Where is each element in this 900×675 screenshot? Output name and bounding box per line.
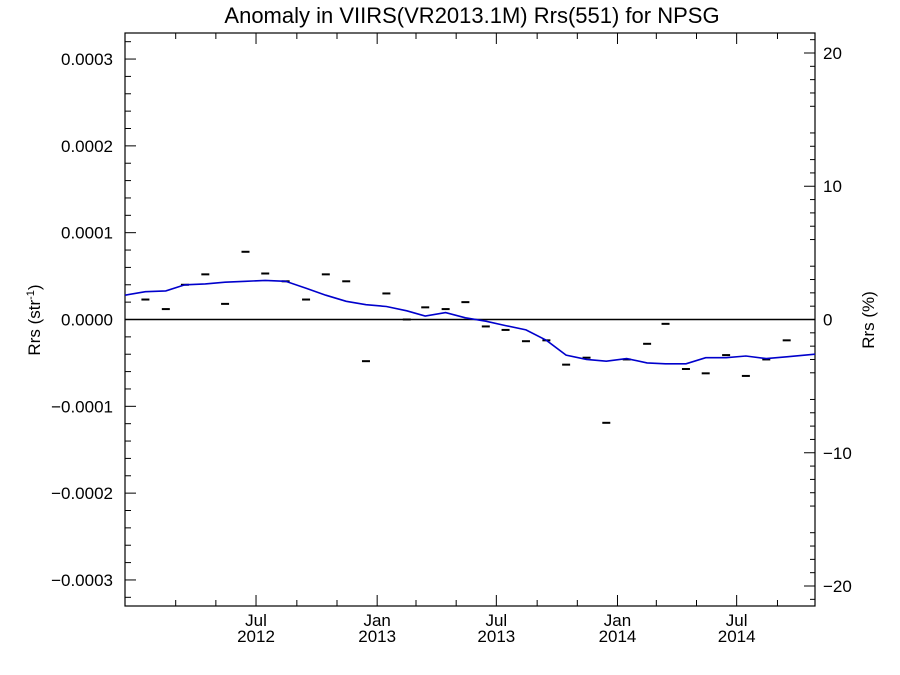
y-right-tick-label: 10 — [823, 177, 842, 196]
x-tick-label-month: Jul — [485, 611, 507, 630]
y-right-tick-label: −20 — [823, 577, 852, 596]
y-left-tick-label: 0.0002 — [61, 137, 113, 156]
y-axis-right-title: Rrs (%) — [859, 291, 878, 349]
chart-title: Anomaly in VIIRS(VR2013.1M) Rrs(551) for… — [224, 3, 719, 28]
y-left-tick-label: −0.0003 — [51, 571, 113, 590]
y-left-tick-label: −0.0001 — [51, 397, 113, 416]
x-tick-label-year: 2014 — [718, 627, 756, 646]
y-right-tick-label: 0 — [823, 311, 832, 330]
trend-line — [124, 279, 816, 365]
x-tick-label-year: 2013 — [477, 627, 515, 646]
y-left-tick-label: 0.0000 — [61, 311, 113, 330]
y-axis-left-title: Rrs (str-1) — [25, 284, 44, 355]
y-axis-left-title-main: Rrs (str — [25, 300, 44, 356]
y-axis-left-title-tail: ) — [25, 284, 44, 290]
axes: −0.0003 −0.0002 −0.0001 0.0000 0.0001 0.0002 0… — [51, 32, 852, 646]
y-left-tick-label: 0.0001 — [61, 224, 113, 243]
y-right-tick-label: 20 — [823, 44, 842, 63]
y-left-tick-label: 0.0003 — [61, 50, 113, 69]
data-marks — [124, 250, 816, 424]
x-tick-label-month: Jul — [726, 611, 748, 630]
y-axis-left-title-sup: -1 — [25, 290, 37, 300]
x-tick-label-year: 2012 — [237, 627, 275, 646]
x-tick-label-month: Jul — [245, 611, 267, 630]
x-tick-label-month: Jan — [363, 611, 390, 630]
y-left-tick-label: −0.0002 — [51, 484, 113, 503]
x-tick-label-year: 2014 — [599, 627, 637, 646]
x-tick-label-year: 2013 — [358, 627, 396, 646]
x-tick-label-month: Jan — [604, 611, 631, 630]
y-right-tick-label: −10 — [823, 444, 852, 463]
